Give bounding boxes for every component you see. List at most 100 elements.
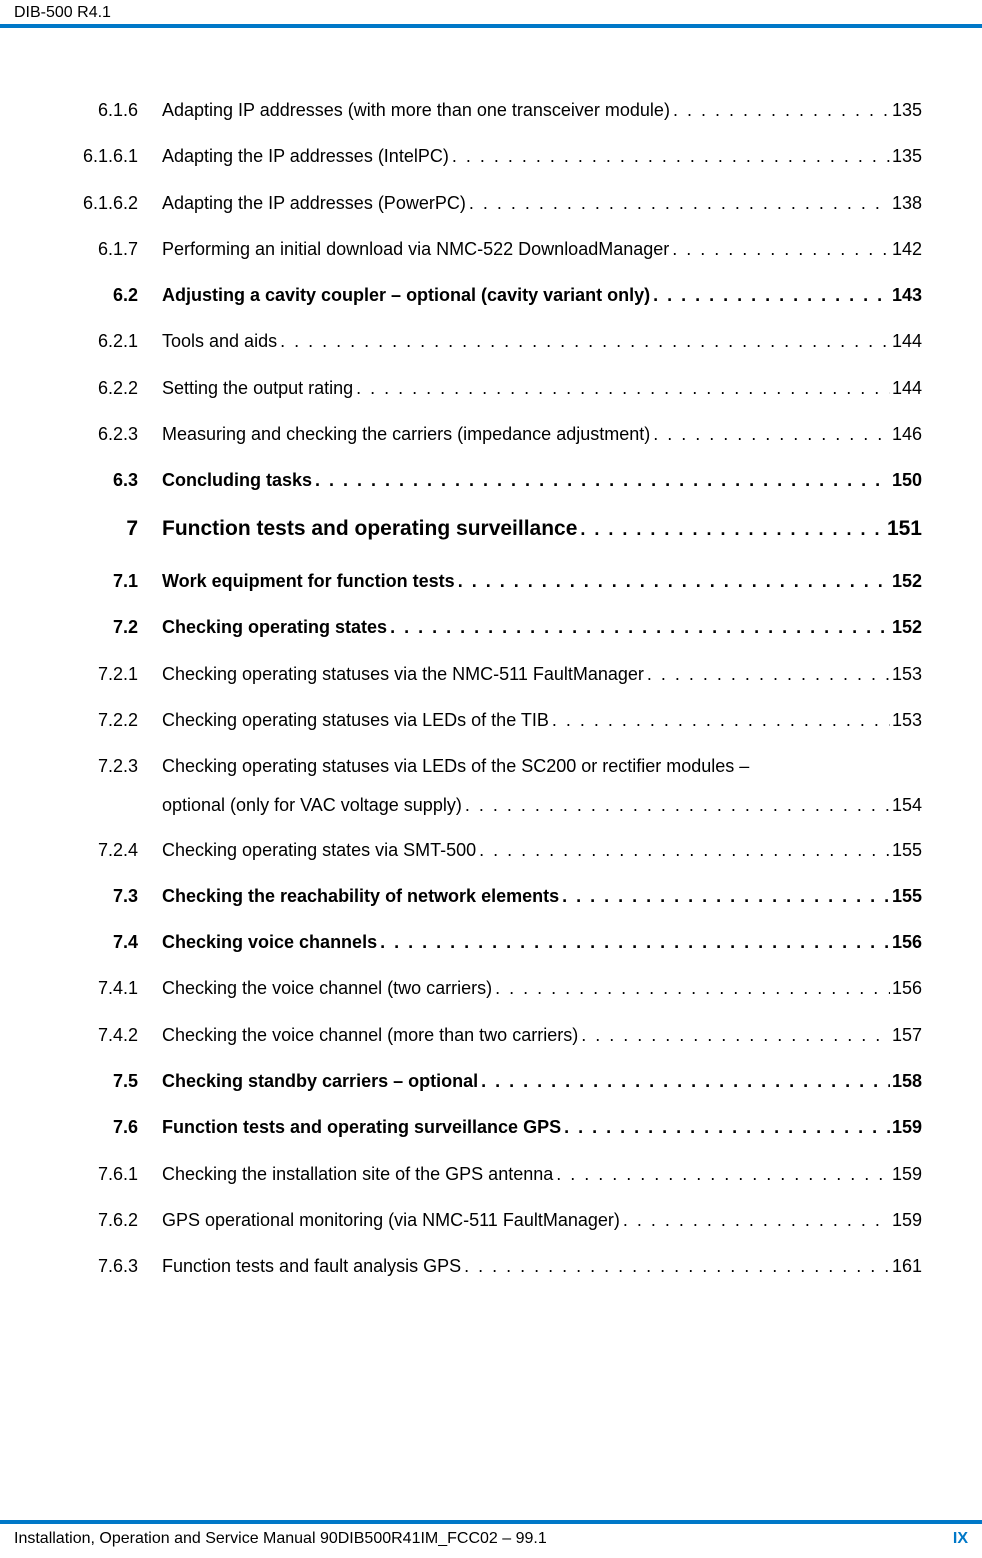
toc-number: 6.1.6.2: [60, 191, 162, 215]
toc-dots: [353, 376, 890, 400]
toc-page: 154: [890, 795, 922, 816]
toc-title: Checking operating statuses via LEDs of …: [162, 708, 549, 732]
toc-dots: [670, 98, 890, 122]
toc-number: 7.4.1: [60, 976, 162, 1000]
toc-page: 150: [890, 468, 922, 492]
toc-title: Checking voice channels: [162, 930, 377, 954]
toc-dots: [553, 1162, 890, 1186]
toc-dots: [577, 517, 885, 541]
toc-page: 153: [890, 708, 922, 732]
toc-dots: [478, 1069, 890, 1093]
toc-number: 6.3: [60, 468, 162, 492]
toc-row: 6.1.7Performing an initial download via …: [60, 237, 922, 261]
toc-number: 7.2.1: [60, 662, 162, 686]
toc-title: Checking operating statuses via the NMC-…: [162, 662, 644, 686]
toc-page: 135: [890, 144, 922, 168]
toc-dots: [449, 144, 890, 168]
toc-page: 142: [890, 237, 922, 261]
page-footer: Installation, Operation and Service Manu…: [0, 1520, 982, 1558]
toc-title: Work equipment for function tests: [162, 569, 455, 593]
toc-page: 143: [890, 283, 922, 307]
toc-row-continuation: optional (only for VAC voltage supply) 15…: [162, 795, 922, 816]
toc-number: 7.3: [60, 884, 162, 908]
header-title: DIB-500 R4.1: [14, 4, 111, 21]
toc-page: 152: [890, 569, 922, 593]
toc-number: 6.1.6: [60, 98, 162, 122]
toc-title: Checking the installation site of the GP…: [162, 1162, 553, 1186]
toc-number: 7.2.2: [60, 708, 162, 732]
toc-row: 6.1.6Adapting IP addresses (with more th…: [60, 98, 922, 122]
toc-number: 7.1: [60, 569, 162, 593]
toc-dots: [462, 795, 890, 816]
toc-page: 144: [890, 376, 922, 400]
toc-row: 6.2.2Setting the output rating144: [60, 376, 922, 400]
toc-row: 6.2Adjusting a cavity coupler – optional…: [60, 283, 922, 307]
toc-number: 7.6: [60, 1115, 162, 1139]
toc-row: 6.3Concluding tasks 150: [60, 468, 922, 492]
toc-number: 6.1.6.1: [60, 144, 162, 168]
toc-number: 7.2.3: [60, 754, 162, 778]
toc-row: 6.1.6.1Adapting the IP addresses (IntelP…: [60, 144, 922, 168]
toc-row: 7.2.1Checking operating statuses via the…: [60, 662, 922, 686]
toc-dots: [549, 708, 890, 732]
toc-row: 7.1Work equipment for function tests 152: [60, 569, 922, 593]
toc-content: 6.1.6Adapting IP addresses (with more th…: [0, 28, 982, 1278]
toc-row: 6.1.6.2Adapting the IP addresses (PowerP…: [60, 191, 922, 215]
toc-title: Measuring and checking the carriers (imp…: [162, 422, 650, 446]
toc-row: 7.4Checking voice channels156: [60, 930, 922, 954]
toc-title: optional (only for VAC voltage supply): [162, 795, 462, 816]
toc-page: 159: [890, 1208, 922, 1232]
toc-number: 7.2.4: [60, 838, 162, 862]
toc-row: 7.6Function tests and operating surveill…: [60, 1115, 922, 1139]
toc-number: 6.2: [60, 283, 162, 307]
toc-title: Concluding tasks: [162, 468, 312, 492]
toc-row: 7.6.2GPS operational monitoring (via NMC…: [60, 1208, 922, 1232]
toc-dots: [644, 662, 890, 686]
toc-row: 6.2.3Measuring and checking the carriers…: [60, 422, 922, 446]
toc-row: 7Function tests and operating surveillan…: [60, 515, 922, 543]
toc-title: Adapting the IP addresses (IntelPC): [162, 144, 449, 168]
toc-number: 7.4.2: [60, 1023, 162, 1047]
toc-row: 7.5Checking standby carriers – optional1…: [60, 1069, 922, 1093]
toc-dots: [669, 237, 890, 261]
toc-row: 7.4.2Checking the voice channel (more th…: [60, 1023, 922, 1047]
toc-title: Performing an initial download via NMC-5…: [162, 237, 669, 261]
toc-number: 7.5: [60, 1069, 162, 1093]
toc-row: 7.2Checking operating states152: [60, 615, 922, 639]
toc-title: Checking operating statuses via LEDs of …: [162, 754, 749, 778]
toc-number: 6.1.7: [60, 237, 162, 261]
toc-title: Adjusting a cavity coupler – optional (c…: [162, 283, 650, 307]
toc-dots: [650, 283, 890, 307]
toc-title: Checking the voice channel (more than tw…: [162, 1023, 578, 1047]
toc-title: Checking the reachability of network ele…: [162, 884, 559, 908]
toc-page: 156: [890, 976, 922, 1000]
toc-page: 135: [890, 98, 922, 122]
toc-title: Checking the voice channel (two carriers…: [162, 976, 492, 1000]
toc-dots: [492, 976, 890, 1000]
toc-title: Setting the output rating: [162, 376, 353, 400]
toc-page: 151: [885, 515, 922, 543]
toc-page: 159: [890, 1115, 922, 1139]
toc-title: Function tests and fault analysis GPS: [162, 1254, 461, 1278]
toc-row: 7.4.1Checking the voice channel (two car…: [60, 976, 922, 1000]
toc-row: 7.2.4Checking operating states via SMT-5…: [60, 838, 922, 862]
toc-title: Adapting the IP addresses (PowerPC): [162, 191, 466, 215]
toc-title: Checking standby carriers – optional: [162, 1069, 478, 1093]
toc-number: 7: [60, 515, 162, 543]
footer-left: Installation, Operation and Service Manu…: [14, 1530, 547, 1548]
toc-title: Checking operating states: [162, 615, 387, 639]
toc-dots: [620, 1208, 890, 1232]
toc-dots: [455, 569, 890, 593]
toc-dots: [559, 884, 890, 908]
toc-title: GPS operational monitoring (via NMC-511 …: [162, 1208, 620, 1232]
toc-page: 155: [890, 838, 922, 862]
toc-page: 153: [890, 662, 922, 686]
toc-number: 7.2: [60, 615, 162, 639]
toc-page: 157: [890, 1023, 922, 1047]
toc-row: 6.2.1Tools and aids144: [60, 329, 922, 353]
page-header: DIB-500 R4.1: [0, 0, 982, 28]
toc-row: 7.2.3Checking operating statuses via LED…: [60, 754, 922, 778]
toc-dots: [277, 329, 890, 353]
toc-page: 144: [890, 329, 922, 353]
toc-dots: [466, 191, 890, 215]
